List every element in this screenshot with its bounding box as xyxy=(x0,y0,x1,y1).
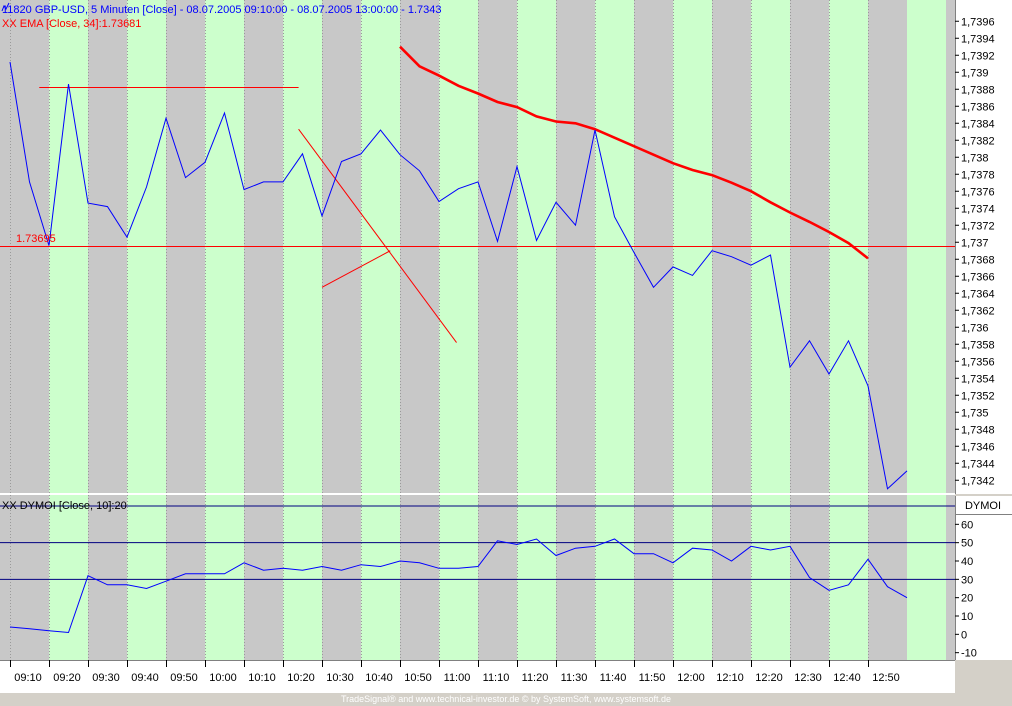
dymoi-tick-label: 0 xyxy=(961,629,967,641)
downtrend-line xyxy=(298,128,457,343)
dymoi-tick-label: 40 xyxy=(961,556,973,568)
price-tick-label: 1,7352 xyxy=(961,390,995,402)
price-tick-label: 1,7392 xyxy=(961,50,995,62)
time-tick-label: 09:50 xyxy=(170,672,198,684)
time-tick-label: 09:20 xyxy=(53,672,81,684)
dymoi-axis-title: DYMOI xyxy=(965,500,1001,512)
price-tick-label: 1,738 xyxy=(961,152,989,164)
dymoi-tick-label: -10 xyxy=(961,648,977,660)
price-tick-label: 1,735 xyxy=(961,407,989,419)
price-tick-label: 1,7342 xyxy=(961,475,995,487)
dymoi-tick-label: 60 xyxy=(961,519,973,531)
time-axis-ticks: 09:10 09:20 09:30 09:40 09:50 10:00 10:10 10:20… xyxy=(10,660,900,684)
band-green xyxy=(595,495,634,660)
time-tick-label: 11:00 xyxy=(444,672,471,684)
price-tick-label: 1,7384 xyxy=(961,118,995,130)
price-tick-label: 1,7382 xyxy=(961,135,995,147)
price-axis-ticks: 1,7342 1,7344 1,7346 1,7348 1,735 1,7352 1,735… xyxy=(955,16,995,487)
dymoi-reference-lines xyxy=(0,505,955,580)
band-green xyxy=(517,495,556,660)
band-green xyxy=(205,495,244,660)
time-tick-label: 09:10 xyxy=(14,672,42,684)
time-tick-label: 11:40 xyxy=(600,672,627,684)
price-tick-label: 1,7344 xyxy=(961,458,995,470)
band-green xyxy=(127,495,166,660)
price-tick-label: 1,7366 xyxy=(961,271,995,283)
time-tick-label: 10:40 xyxy=(365,672,393,684)
dymoi-tick-label: 30 xyxy=(961,574,973,586)
price-axis-panel xyxy=(955,0,1012,494)
price-tick-label: 1,7368 xyxy=(961,254,995,266)
band-green xyxy=(673,495,712,660)
time-tick-label: 12:10 xyxy=(716,672,744,684)
time-tick-label: 12:00 xyxy=(677,672,705,684)
time-tick-label: 10:00 xyxy=(209,672,237,684)
price-annotations xyxy=(0,87,955,343)
price-tick-label: 1,739 xyxy=(961,67,989,79)
price-tick-label: 1,7362 xyxy=(961,305,995,317)
price-tick-label: 1,7358 xyxy=(961,339,995,351)
dymoi-legend: XX DYMOI [Close, 10]:20 xyxy=(2,500,127,512)
dymoi-axis-panel xyxy=(955,496,1012,660)
band-green xyxy=(439,495,478,660)
support-price-label: 1.73695 xyxy=(16,233,56,245)
time-axis-panel xyxy=(0,660,955,693)
band-green xyxy=(361,495,400,660)
dymoi-axis-ticks: -10 0 10 20 30 40 50 60 xyxy=(955,519,977,660)
dymoi-line xyxy=(9,538,908,634)
copyright-footer: TradeSignal® and www.technical-investor.… xyxy=(341,694,671,704)
price-tick-label: 1,7396 xyxy=(961,16,995,28)
price-tick-label: 1,7394 xyxy=(961,33,995,45)
price-tick-label: 1,736 xyxy=(961,322,989,334)
price-tick-label: 1,7354 xyxy=(961,373,995,385)
ema-line xyxy=(399,45,869,260)
price-tick-label: 1,7378 xyxy=(961,169,995,181)
vertical-gridlines xyxy=(10,0,869,660)
triangle-line xyxy=(321,250,391,288)
time-tick-label: 12:40 xyxy=(833,672,861,684)
price-tick-label: 1,7374 xyxy=(961,203,995,215)
band-green xyxy=(829,495,868,660)
time-tick-label: 10:30 xyxy=(326,672,354,684)
time-tick-label: 10:50 xyxy=(404,672,432,684)
time-tick-label: 11:10 xyxy=(483,672,510,684)
time-tick-label: 12:20 xyxy=(755,672,783,684)
price-tick-label: 1,737 xyxy=(961,237,989,249)
ema-legend: XX EMA [Close, 34]:1.73681 xyxy=(2,18,141,30)
price-tick-label: 1,7356 xyxy=(961,356,995,368)
dymoi-tick-label: 10 xyxy=(961,611,973,623)
time-tick-label: 11:20 xyxy=(522,672,549,684)
band-green xyxy=(49,495,88,660)
chart-title: 11820 GBP-USD, 5 Minuten [Close] - 08.07… xyxy=(2,4,441,16)
dymoi-tick-label: 50 xyxy=(961,538,973,550)
price-tick-label: 1,7386 xyxy=(961,101,995,113)
price-tick-label: 1,7388 xyxy=(961,84,995,96)
band-green xyxy=(751,495,790,660)
price-tick-label: 1,7376 xyxy=(961,186,995,198)
time-tick-label: 12:30 xyxy=(794,672,822,684)
time-tick-label: 10:10 xyxy=(248,672,276,684)
price-tick-label: 1,7372 xyxy=(961,220,995,232)
band-green xyxy=(283,495,322,660)
panel-separator xyxy=(0,493,955,495)
price-tick-label: 1,7364 xyxy=(961,288,995,300)
price-tick-label: 1,7348 xyxy=(961,424,995,436)
time-tick-label: 09:40 xyxy=(131,672,159,684)
price-line xyxy=(9,61,908,490)
time-tick-label: 12:50 xyxy=(872,672,900,684)
price-tick-label: 1,7346 xyxy=(961,441,995,453)
time-tick-label: 11:30 xyxy=(561,672,588,684)
band-green xyxy=(907,495,946,660)
time-tick-label: 11:50 xyxy=(639,672,666,684)
time-tick-label: 10:20 xyxy=(287,672,315,684)
chart-type-icon xyxy=(1,2,10,12)
dymoi-tick-label: 20 xyxy=(961,593,973,605)
time-tick-label: 09:30 xyxy=(92,672,120,684)
